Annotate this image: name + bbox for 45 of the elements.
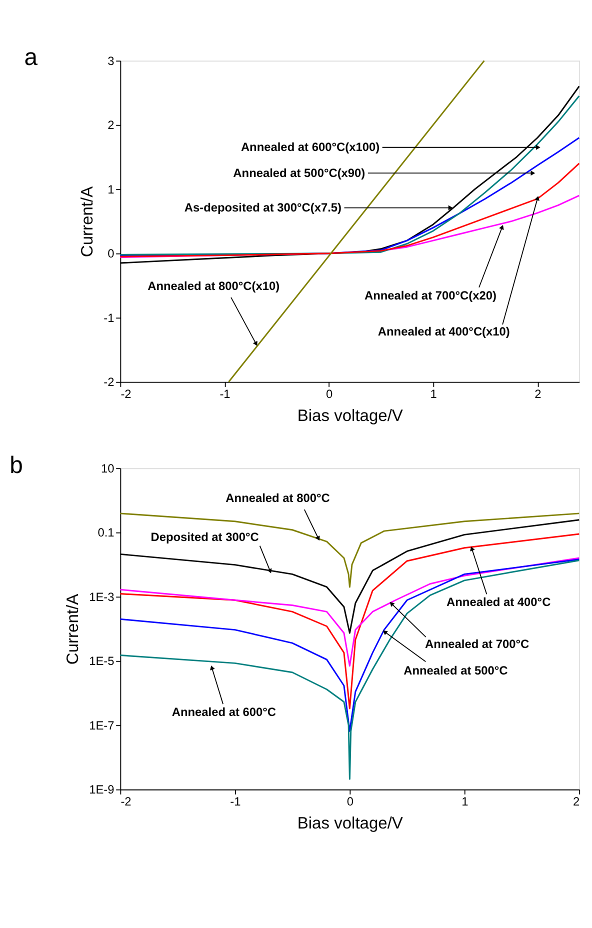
annotation: Annealed at 400°C(x10) [378, 324, 510, 339]
line-series [120, 560, 580, 780]
y-tick-label: 1E-5 [89, 654, 115, 668]
y-tick-label: 3 [108, 54, 115, 68]
y-tick-label: 2 [108, 118, 115, 132]
x-tick-label: -1 [230, 794, 242, 808]
y-tick-label: 0.1 [98, 526, 115, 540]
y-tick-label: 1 [108, 182, 115, 196]
x-tick-label: -2 [120, 794, 132, 808]
annotation: Annealed at 600°C(x100) [240, 140, 380, 154]
line-series [120, 162, 580, 258]
y-tick-label: -1 [104, 310, 115, 325]
x-axis-title: Bias voltage/V [297, 813, 403, 832]
y-tick-label: 10 [101, 461, 115, 476]
line-series [120, 558, 580, 732]
annotation: Annealed at 800°C [226, 491, 330, 506]
x-tick-label: 1 [462, 794, 469, 808]
y-axis-title: Current/A [63, 594, 82, 665]
x-tick-label: -2 [120, 386, 132, 401]
chart-title: a [24, 44, 38, 72]
x-tick-label: -1 [220, 386, 231, 401]
annotation: Annealed at 700°C(x20) [364, 288, 496, 302]
x-tick-label: 0 [346, 794, 354, 808]
annotation: Annealed at 400°C [446, 595, 552, 610]
line-series [120, 512, 580, 588]
chart-title: b [10, 452, 23, 479]
annotation: Annealed at 500°C [404, 663, 508, 678]
x-tick-label: 1 [430, 386, 438, 401]
annotation: Annealed at 700°C [424, 637, 530, 652]
y-tick-label: -2 [104, 375, 115, 390]
x-tick-label: 2 [572, 794, 580, 808]
x-axis-title: Bias voltage/V [297, 406, 403, 425]
x-tick-label: 0 [326, 386, 333, 401]
y-tick-label: 1E-7 [89, 718, 115, 732]
annotation: Annealed at 600°C [172, 705, 276, 719]
y-axis-title: Current/A [78, 186, 97, 258]
y-tick-label: 1E-9 [89, 782, 115, 797]
annotation: Annealed at 800°C(x10) [148, 279, 280, 294]
y-tick-label: 1E-3 [89, 590, 115, 604]
y-tick-label: 0 [108, 246, 115, 261]
line-series [120, 557, 580, 667]
x-tick-label: 2 [534, 386, 542, 401]
annotation: As-deposited at 300°C(x7.5) [184, 200, 342, 214]
annotation: Deposited at 300°C [150, 530, 260, 544]
annotation: Annealed at 500°C(x90) [233, 166, 366, 180]
